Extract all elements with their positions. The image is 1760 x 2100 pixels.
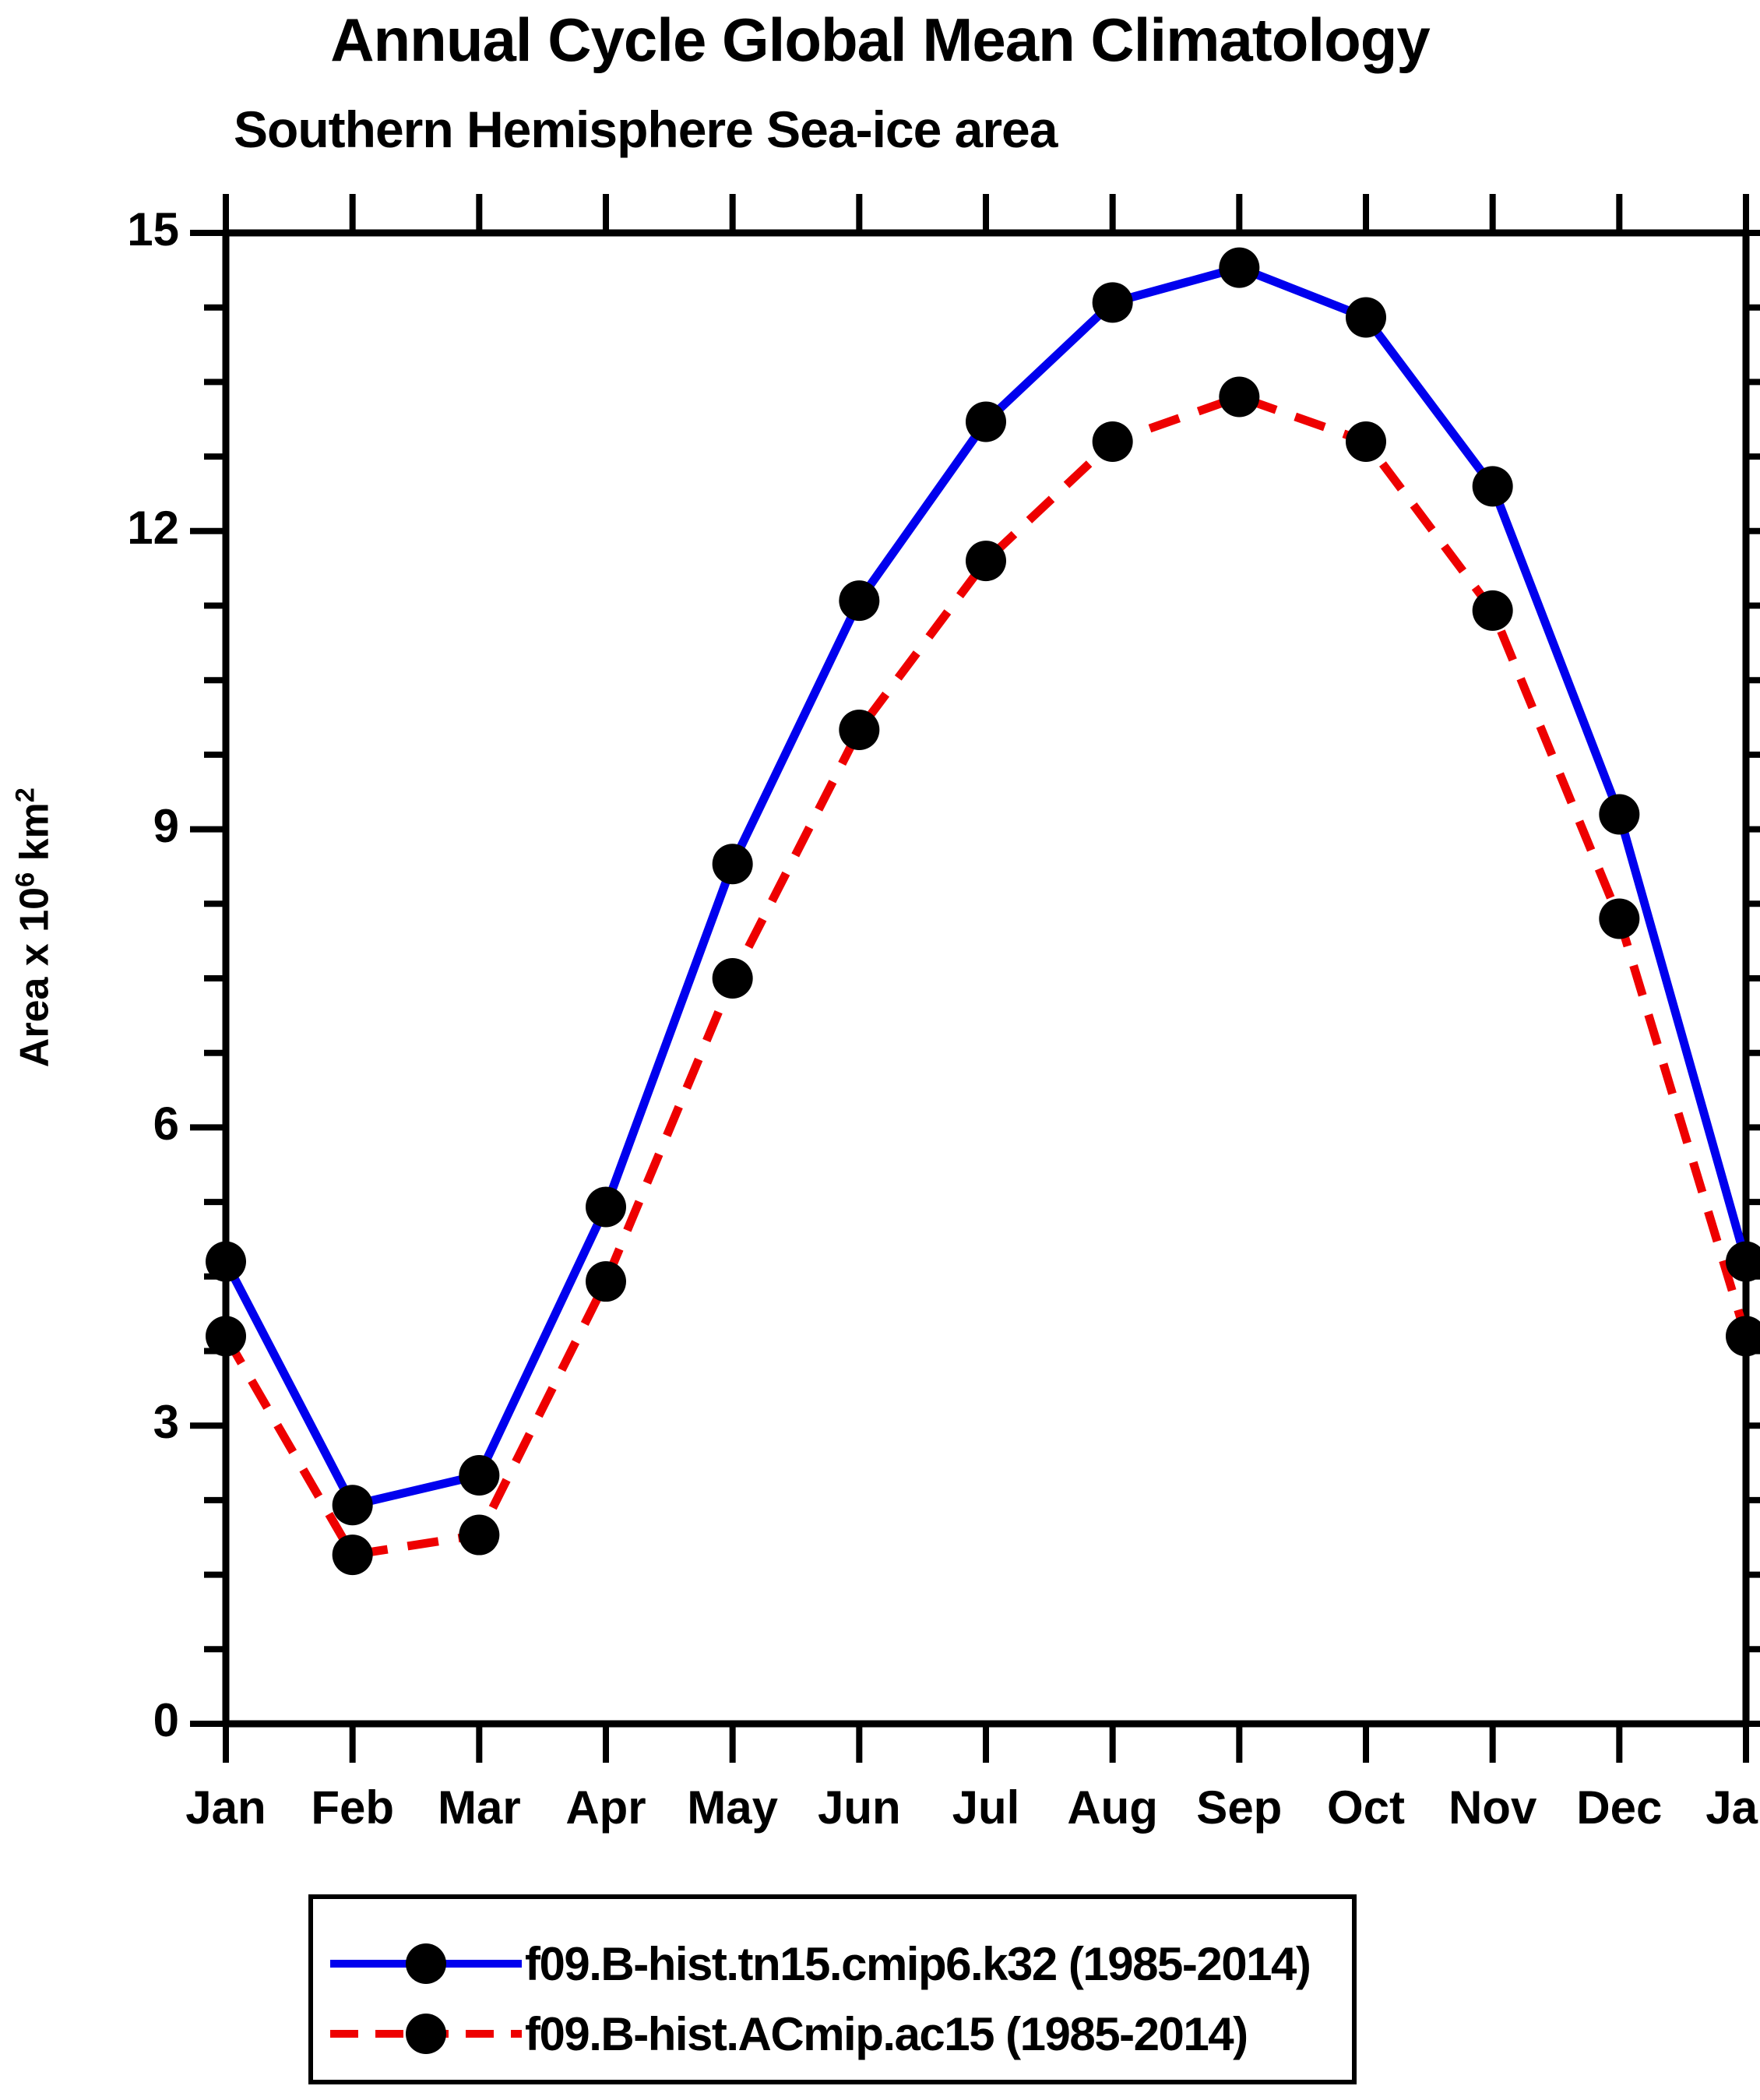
data-point-series2-Mar: [459, 1514, 500, 1556]
data-point-series2-Oct: [1346, 421, 1386, 462]
data-point-series2-Jan: [1726, 1316, 1760, 1357]
chart-title: Annual Cycle Global Mean Climatology: [330, 5, 1431, 74]
data-point-series1-Apr: [586, 1186, 626, 1228]
data-point-series1-May: [712, 844, 753, 885]
data-point-series2-Sep: [1219, 376, 1260, 418]
chart-subtitle: Southern Hemisphere Sea-ice area: [234, 100, 1058, 158]
y-tick-label-6: 6: [153, 1098, 179, 1150]
data-point-series2-Jul: [966, 541, 1006, 582]
x-tick-label-10-Nov: Nov: [1448, 1781, 1537, 1834]
legend-label-series1: f09.B-hist.tn15.cmip6.k32 (1985-2014): [525, 1937, 1311, 1990]
x-tick-label-11-Dec: Dec: [1576, 1781, 1663, 1834]
data-point-series1-Jul: [966, 401, 1006, 442]
data-point-series1-Nov: [1472, 466, 1513, 507]
data-point-series2-May: [712, 958, 753, 999]
data-point-series1-Mar: [459, 1455, 500, 1496]
data-point-series1-Sep: [1219, 247, 1260, 288]
y-tick-label-15: 15: [127, 203, 179, 255]
data-point-series1-Oct: [1346, 297, 1386, 338]
x-tick-label-12-Jan: Jan: [1705, 1781, 1760, 1834]
data-point-series2-Apr: [586, 1261, 626, 1302]
data-point-series2-Feb: [332, 1534, 373, 1576]
legend-label-series2: f09.B-hist.ACmip.ac15 (1985-2014): [525, 2007, 1248, 2060]
x-tick-label-7-Aug: Aug: [1067, 1781, 1158, 1834]
data-point-series2-Aug: [1092, 421, 1133, 462]
legend-swatch-series1: [327, 1929, 525, 1999]
y-tick-label-3: 3: [153, 1396, 179, 1449]
legend-entry-0[interactable]: f09.B-hist.tn15.cmip6.k32 (1985-2014): [313, 1929, 1352, 1999]
data-point-series2-Nov: [1472, 590, 1513, 631]
data-point-series2-Jan: [206, 1316, 246, 1357]
x-tick-label-9-Oct: Oct: [1326, 1781, 1406, 1834]
legend: f09.B-hist.tn15.cmip6.k32 (1985-2014) f0…: [308, 1894, 1357, 2084]
x-tick-label-4-May: May: [687, 1781, 779, 1834]
data-point-series1-Dec: [1599, 794, 1640, 835]
x-tick-label-1-Feb: Feb: [311, 1781, 394, 1834]
x-tick-label-2-Mar: Mar: [437, 1781, 521, 1834]
legend-swatch-series2: [327, 1999, 525, 2069]
x-tick-label-5-Jun: Jun: [817, 1781, 901, 1834]
y-tick-label-0: 0: [153, 1694, 179, 1746]
y-tick-label-9: 9: [153, 799, 179, 852]
data-point-series1-Feb: [332, 1485, 373, 1526]
x-tick-label-3-Apr: Apr: [565, 1781, 646, 1834]
data-point-series1-Jan: [1726, 1241, 1760, 1282]
data-point-series2-Jun: [839, 710, 880, 750]
legend-entry-1[interactable]: f09.B-hist.ACmip.ac15 (1985-2014): [313, 1999, 1352, 2069]
series-line-1: [222, 263, 1751, 1510]
data-point-series1-Aug: [1092, 282, 1133, 323]
x-tick-label-6-Jul: Jul: [952, 1781, 1020, 1834]
x-tick-label-0-Jan: Jan: [185, 1781, 266, 1834]
data-point-series1-Jan: [206, 1241, 246, 1282]
data-point-series1-Jun: [839, 580, 880, 622]
x-tick-label-8-Sep: Sep: [1196, 1781, 1283, 1834]
y-tick-label-12: 12: [127, 501, 179, 554]
data-point-series2-Dec: [1599, 898, 1640, 939]
